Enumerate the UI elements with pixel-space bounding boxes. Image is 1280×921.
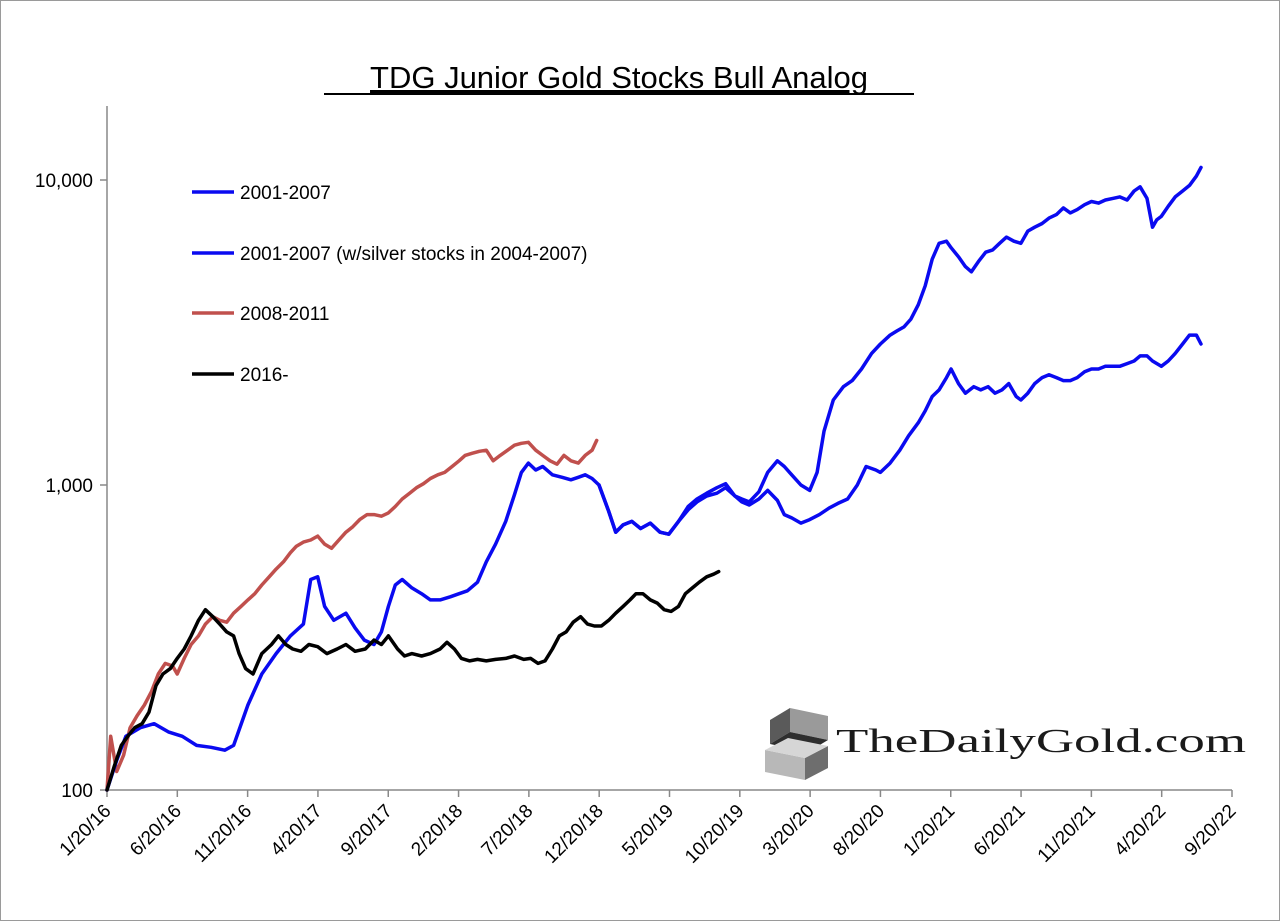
x-tick-label: 6/20/16	[126, 801, 186, 861]
chart-title: TDG Junior Gold Stocks Bull Analog	[370, 60, 868, 95]
y-tick-label: 100	[61, 781, 93, 802]
x-tick-label: 6/20/21	[970, 801, 1030, 861]
x-tick-label: 9/20/17	[337, 801, 397, 861]
x-tick-label: 7/20/18	[478, 801, 538, 861]
y-axis-ticks: 100 1,000 10,000	[35, 171, 107, 802]
watermark-text: TheDailyGold.com	[836, 723, 1246, 760]
series-line-3	[105, 569, 721, 792]
gold-bar-logo-icon	[765, 708, 828, 780]
watermark: TheDailyGold.com	[765, 708, 1246, 780]
series-line-1	[597, 333, 1203, 536]
legend-label: 2001-2007 (w/silver stocks in 2004-2007)	[240, 244, 587, 265]
x-tick-label: 8/20/20	[829, 801, 889, 861]
x-axis-ticks: 1/20/16 6/20/16 11/20/16 4/20/17 9/20/17 2/20…	[56, 790, 1241, 868]
x-tick-label: 1/20/16	[56, 801, 116, 861]
x-tick-label: 11/20/16	[190, 801, 256, 867]
x-tick-label: 4/20/22	[1111, 801, 1171, 861]
x-tick-label: 9/20/22	[1181, 801, 1241, 861]
legend-label: 2001-2007	[240, 183, 331, 204]
legend: 2001-2007 2001-2007 (w/silver stocks in 2…	[192, 183, 587, 386]
x-tick-label: 4/20/17	[267, 801, 327, 861]
series-line-2	[105, 438, 599, 792]
series-lines	[105, 165, 1203, 792]
x-tick-label: 12/20/18	[541, 801, 608, 868]
y-tick-label: 10,000	[35, 171, 93, 192]
x-tick-label: 3/20/20	[759, 801, 819, 861]
legend-label: 2008-2011	[240, 304, 329, 325]
legend-label: 2016-	[240, 365, 289, 386]
x-tick-label: 11/20/21	[1034, 801, 1100, 867]
y-tick-label: 1,000	[45, 476, 93, 497]
x-tick-label: 10/20/19	[681, 801, 748, 868]
x-tick-label: 2/20/18	[407, 801, 467, 861]
x-tick-label: 5/20/19	[618, 801, 678, 861]
x-tick-label: 1/20/21	[900, 801, 960, 861]
